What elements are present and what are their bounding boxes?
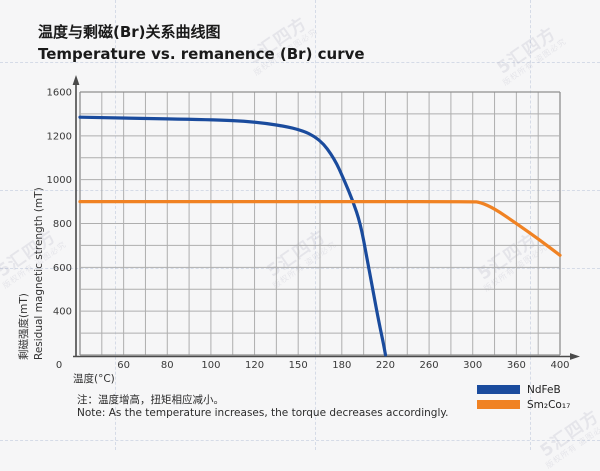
y-tick-label: 1000: [47, 175, 72, 186]
y-tick-label: 1200: [47, 131, 72, 142]
x-tick-label: 260: [420, 360, 439, 371]
x-tick-label: 300: [463, 360, 482, 371]
chart-canvas: 1600 1200 1000 800 600 400 0 60 80 100 120 150 180 22…: [47, 75, 580, 371]
x-tick-label: 150: [289, 360, 308, 371]
page-title-zh: 温度与剩磁(Br)关系曲线图: [38, 23, 221, 41]
x-tick-label: 100: [201, 360, 220, 371]
x-tick-label: 120: [245, 360, 264, 371]
series-curve-1: [78, 199, 562, 257]
y-axis-title-en: Residual magnetic strength (mT): [33, 187, 45, 360]
footnote: 注：温度增高，扭矩相应减小。 Note: As the temperature …: [77, 394, 448, 419]
legend-label-ndfeb: NdFeB: [527, 383, 561, 396]
origin-tick-label: 0: [56, 360, 62, 371]
footnote-en: Note: As the temperature increases, the …: [77, 406, 449, 419]
x-axis-title: 温度(°C): [73, 373, 115, 385]
x-tick-label: 60: [117, 360, 130, 371]
legend-swatch-smco: [477, 400, 520, 409]
x-axis-arrow-icon: [570, 353, 580, 360]
legend-label-smco: Sm₂Co₁₇: [527, 398, 571, 411]
y-tick-label: 800: [53, 219, 72, 230]
legend-swatch-ndfeb: [477, 385, 520, 394]
chart-legend: NdFeB Sm₂Co₁₇: [477, 382, 570, 412]
x-tick-label: 80: [161, 360, 174, 371]
legend-item-smco: Sm₂Co₁₇: [477, 397, 570, 412]
x-tick-label: 220: [376, 360, 395, 371]
y-tick-label: 400: [53, 307, 72, 318]
x-tick-label: 360: [507, 360, 526, 371]
chart-header: 温度与剩磁(Br)关系曲线图 Temperature vs. remanence…: [38, 22, 365, 66]
y-tick-label: 1600: [47, 88, 72, 99]
footnote-zh: 注：温度增高，扭矩相应减小。: [77, 394, 224, 406]
y-axis-title-zh: 剩磁强度(mT): [18, 293, 30, 360]
x-tick-label: 180: [332, 360, 351, 371]
y-axis-arrow-icon: [72, 75, 80, 85]
legend-item-ndfeb: NdFeB: [477, 382, 570, 397]
x-tick-label: 400: [550, 360, 569, 371]
y-tick-label: 600: [53, 263, 72, 274]
page-title-en: Temperature vs. remanence (Br) curve: [38, 44, 365, 63]
series-curve-0: [78, 115, 388, 357]
